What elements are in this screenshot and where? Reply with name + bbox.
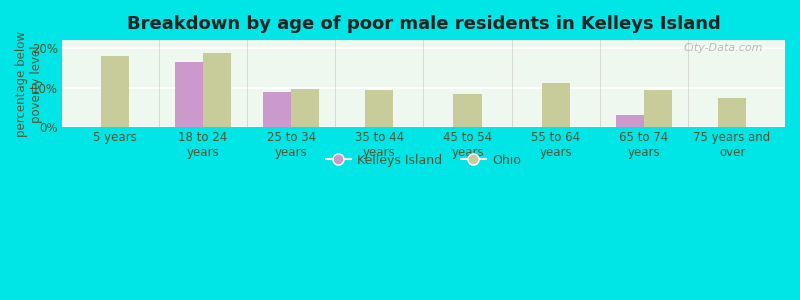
- Bar: [542, 83, 570, 127]
- Bar: [263, 92, 291, 127]
- Bar: [101, 56, 129, 127]
- Bar: [454, 94, 482, 127]
- Bar: [616, 115, 644, 127]
- Title: Breakdown by age of poor male residents in Kelleys Island: Breakdown by age of poor male residents …: [126, 15, 720, 33]
- Bar: [291, 89, 319, 127]
- Y-axis label: percentage below
poverty level: percentage below poverty level: [15, 31, 43, 137]
- Bar: [175, 62, 203, 127]
- Bar: [644, 90, 672, 127]
- Bar: [718, 98, 746, 127]
- Text: City-Data.com: City-Data.com: [684, 43, 763, 53]
- Bar: [366, 90, 394, 127]
- Bar: [203, 53, 231, 127]
- Legend: Kelleys Island, Ohio: Kelleys Island, Ohio: [321, 148, 526, 172]
